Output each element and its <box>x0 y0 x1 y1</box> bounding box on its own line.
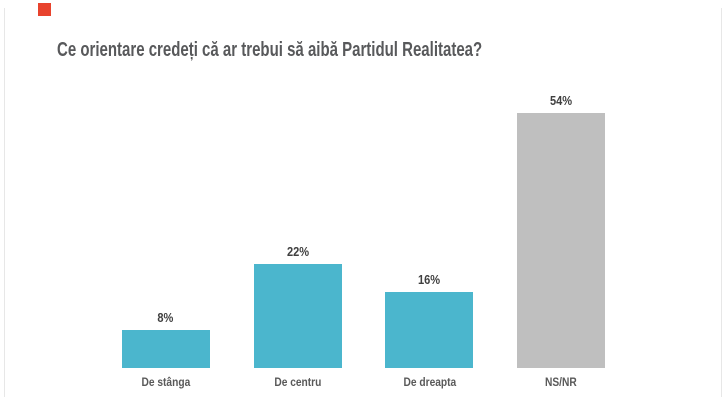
bar-value-label: 16% <box>418 272 441 287</box>
bar-column-de-dreapta: 16% <box>364 82 496 368</box>
bar-ns-nr <box>517 113 606 368</box>
bar-value-label: 22% <box>286 244 309 259</box>
bar-column-de-stanga: 8% <box>100 82 232 368</box>
category-labels-row: De stânga De centru De dreapta NS/NR <box>100 375 627 389</box>
bar-de-centru <box>253 264 342 368</box>
page-left-edge <box>4 8 5 397</box>
bar-de-dreapta <box>385 292 474 368</box>
category-label-ns-nr: NS/NR <box>545 375 577 389</box>
chart-title: Ce orientare credeți că ar trebui să aib… <box>57 39 483 61</box>
red-click-marker <box>38 3 51 16</box>
category-label-de-dreapta: De dreapta <box>403 375 456 389</box>
category-label-de-centru: De centru <box>274 375 322 389</box>
bar-de-stanga <box>121 330 210 368</box>
bar-chart: 8% 22% 16% 54% De stânga De centru De dr… <box>100 82 627 389</box>
bars-area: 8% 22% 16% 54% <box>100 82 627 368</box>
bar-column-de-centru: 22% <box>232 82 364 368</box>
bar-value-label: 8% <box>157 310 174 325</box>
bar-column-ns-nr: 54% <box>495 82 627 368</box>
bar-value-label: 54% <box>550 93 573 108</box>
page-right-edge <box>721 8 722 397</box>
category-label-de-stanga: De stânga <box>141 375 191 389</box>
